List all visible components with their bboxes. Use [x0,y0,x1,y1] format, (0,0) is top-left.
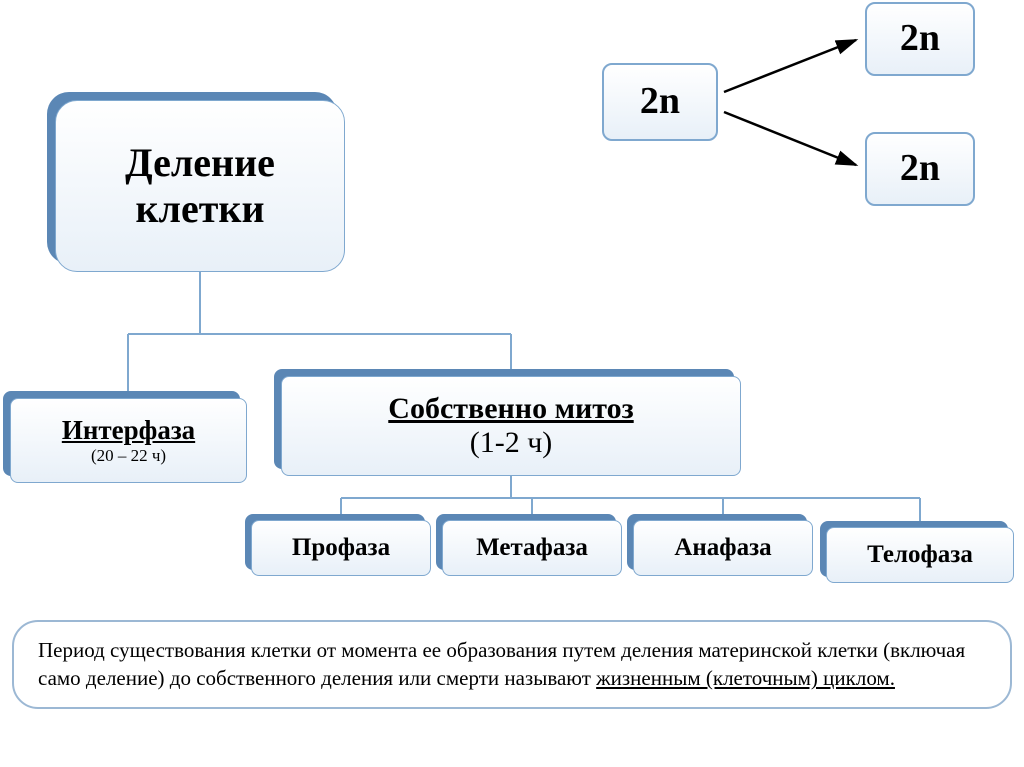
phase-metaphase: Метафаза [442,520,622,576]
interphase-subtitle: (20 – 22 ч) [91,446,166,466]
phase-label: Телофаза [867,541,973,570]
interphase-box: Интерфаза (20 – 22 ч) [10,398,247,483]
mitosis-box: Собственно митоз (1-2 ч) [281,376,741,476]
mitosis-title: Собственно митоз [388,392,633,427]
definition-box: Период существования клетки от момента е… [12,620,1012,709]
phase-prophase: Профаза [251,520,431,576]
arrow-1 [724,40,856,92]
phase-telophase: Телофаза [826,527,1014,583]
phase-label: Анафаза [674,534,771,563]
arrow-2 [724,112,856,165]
definition-underlined: жизненным (клеточным) циклом. [596,666,895,690]
phase-label: Профаза [292,534,390,563]
ploidy-arrows [0,0,1024,250]
phase-anaphase: Анафаза [633,520,813,576]
interphase-title: Интерфаза [62,415,195,446]
phase-label: Метафаза [476,534,588,563]
mitosis-subtitle: (1-2 ч) [470,426,553,461]
